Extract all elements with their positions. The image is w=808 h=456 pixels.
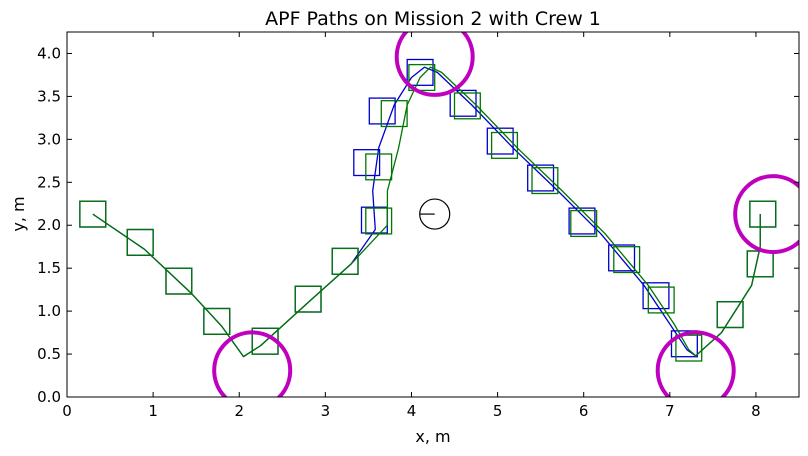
green-pose-square-15 bbox=[570, 209, 598, 238]
green-pose-square-3 bbox=[165, 267, 193, 295]
green-pose-square-2 bbox=[126, 228, 154, 256]
green-pose-square-12 bbox=[453, 92, 481, 120]
green-pose-square-4 bbox=[203, 307, 231, 335]
chart-title: APF Paths on Mission 2 with Crew 1 bbox=[265, 8, 601, 30]
blue-pose-square-6 bbox=[294, 285, 322, 313]
blue-pose-square-18 bbox=[670, 330, 698, 358]
y-tick-label-0: 0.0 bbox=[37, 388, 61, 406]
blue-pose-square-13 bbox=[486, 127, 514, 155]
x-tick-label-7: 7 bbox=[665, 402, 675, 420]
target-circle-2 bbox=[394, 32, 475, 97]
green-pose-square-19 bbox=[716, 301, 744, 329]
x-tick-label-0: 0 bbox=[62, 402, 72, 420]
x-tick-label-2: 2 bbox=[234, 402, 244, 420]
blue-pose-square-12 bbox=[449, 89, 477, 117]
y-tick-label-3: 1.5 bbox=[37, 259, 61, 277]
green-pose-square-21 bbox=[749, 200, 777, 228]
blue-pose-square-17 bbox=[642, 282, 670, 310]
target-circle-1 bbox=[212, 330, 293, 397]
y-tick-label-8: 4.0 bbox=[37, 44, 61, 62]
y-axis-label: y, m bbox=[9, 196, 28, 231]
y-tick-label-7: 3.5 bbox=[37, 87, 61, 105]
target-circle-3 bbox=[655, 330, 736, 397]
green-pose-square-13 bbox=[490, 131, 519, 159]
blue-pose-square-9 bbox=[353, 149, 381, 177]
axes: 0 1 2 3 4 5 6 7 8 0.0 0.5 1.0 1.5 2.0 2.5 3.0 3.5 4.0 bbox=[37, 31, 800, 420]
green-pose-square-14 bbox=[531, 167, 559, 195]
blue-pose-square-15 bbox=[568, 207, 596, 235]
green-pose-square-9 bbox=[365, 153, 393, 181]
y-tick-label-5: 2.5 bbox=[37, 173, 61, 191]
y-tick-label-6: 3.0 bbox=[37, 130, 61, 148]
green-pose-square-6 bbox=[294, 285, 322, 313]
x-tick-label-3: 3 bbox=[321, 402, 331, 420]
blue-pose-square-21 bbox=[749, 200, 777, 228]
blue-pose-square-14 bbox=[527, 164, 555, 192]
green-pose-square-10 bbox=[380, 100, 408, 128]
green-pose-square-8 bbox=[365, 207, 393, 235]
y-tick-label-1: 0.5 bbox=[37, 345, 61, 363]
x-tick-label-8: 8 bbox=[751, 402, 761, 420]
x-tick-label-5: 5 bbox=[493, 402, 503, 420]
green-pose-square-18 bbox=[675, 334, 703, 362]
green-pose-square-11 bbox=[408, 63, 436, 92]
x-tick-label-1: 1 bbox=[148, 402, 158, 420]
green-path-line bbox=[92, 66, 761, 358]
x-axis-label: x, m bbox=[415, 427, 450, 446]
y-tick-label-2: 1.0 bbox=[37, 302, 61, 320]
blue-pose-square-10 bbox=[368, 97, 396, 125]
blue-pose-square-2 bbox=[126, 228, 154, 256]
x-tick-label-4: 4 bbox=[407, 402, 417, 420]
y-tick-label-4: 2.0 bbox=[37, 216, 61, 234]
x-tick-label-6: 6 bbox=[579, 402, 589, 420]
plot-area bbox=[79, 32, 799, 397]
blue-pose-square-16 bbox=[608, 244, 636, 272]
target-circle-4 bbox=[733, 174, 799, 255]
blue-pose-square-11 bbox=[406, 58, 434, 86]
green-pose-square-17 bbox=[647, 286, 675, 314]
green-pose-square-20 bbox=[746, 250, 774, 278]
green-pose-square-16 bbox=[613, 246, 641, 274]
plot-clip-group bbox=[79, 32, 799, 397]
axes-frame bbox=[66, 31, 800, 398]
blue-pose-square-20 bbox=[746, 250, 774, 278]
green-pose-square-1 bbox=[79, 200, 107, 228]
green-pose-square-7 bbox=[331, 247, 359, 275]
